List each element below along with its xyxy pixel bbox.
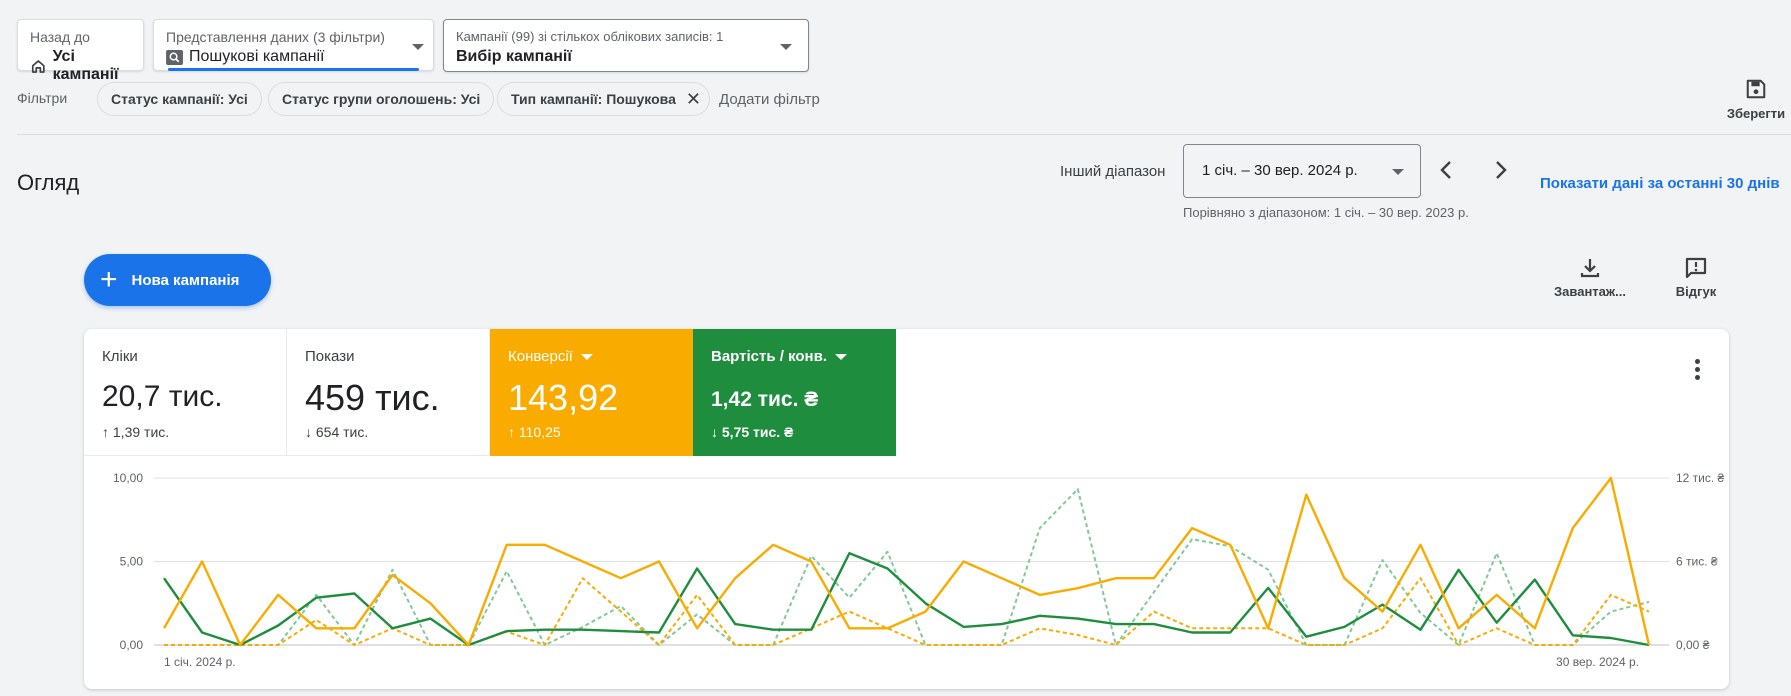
y-right-tick-label: 0,00 ₴ — [1676, 638, 1710, 652]
arrow-up-icon: ↑ — [508, 424, 515, 440]
last-30-days-link[interactable]: Показати дані за останні 30 днів — [1540, 175, 1780, 192]
feedback-button[interactable]: Відгук — [1668, 256, 1724, 299]
back-to-label: Усі кампанії — [52, 48, 119, 83]
view-selected-indicator — [168, 68, 419, 71]
x-end-label: 30 вер. 2024 р. — [1556, 655, 1639, 669]
filter-chip-adgroup-status[interactable]: Статус групи оголошень: Усі — [268, 82, 495, 116]
download-button[interactable]: Завантаж... — [1549, 256, 1631, 299]
metric-delta-value: 1,39 тис. — [112, 424, 170, 440]
metric-conversions[interactable]: Конверсії 143,92 ↑ 110,25 — [490, 329, 693, 456]
filters-label: Фільтри — [17, 90, 68, 106]
arrow-up-icon: ↑ — [102, 424, 109, 440]
series-line-0 — [162, 476, 1651, 647]
series-line-3 — [164, 488, 1650, 646]
y-right-tick-label: 12 тис. ₴ — [1676, 471, 1725, 485]
metric-value: 20,7 тис. — [102, 380, 223, 413]
arrow-down-icon: ↓ — [711, 424, 718, 440]
filter-chip-label: Тип кампанії: Пошукова — [511, 91, 676, 107]
view-caption: Представлення даних (3 фільтри) — [166, 29, 385, 45]
metric-delta-value: 654 тис. — [315, 424, 369, 440]
download-label: Завантаж... — [1554, 284, 1626, 299]
metric-delta-value: 5,75 тис. ₴ — [721, 424, 794, 440]
feedback-icon — [1685, 257, 1707, 279]
y-left-tick-label: 0,00 — [120, 638, 144, 652]
series-line-2 — [164, 577, 1650, 646]
chevron-down-icon[interactable] — [835, 353, 847, 360]
x-start-label: 1 січ. 2024 р. — [164, 655, 236, 669]
view-label: Пошукові кампанії — [189, 48, 325, 65]
chevron-right-icon[interactable] — [1488, 158, 1512, 182]
metric-value: 143,92 — [508, 377, 619, 418]
metric-delta: ↓ 654 тис. — [305, 424, 368, 440]
feedback-label: Відгук — [1675, 284, 1717, 299]
y-left-tick-label: 5,00 — [120, 555, 144, 569]
campaign-caption: Кампанії (99) зі стількох облікових запи… — [456, 29, 724, 44]
download-icon — [1580, 259, 1600, 278]
page-title: Огляд — [17, 170, 80, 195]
save-label: Зберегти — [1726, 106, 1786, 121]
metric-clicks[interactable]: Кліки 20,7 тис. ↑ 1,39 тис. — [84, 329, 287, 456]
new-campaign-button[interactable]: + Нова кампанія — [84, 254, 271, 306]
back-to-value: Усі кампанії — [30, 48, 143, 84]
new-campaign-label: Нова кампанія — [131, 271, 240, 289]
metric-label-text: Конверсії — [508, 348, 573, 365]
metric-value: 459 тис. — [305, 377, 440, 418]
home-icon — [31, 59, 45, 73]
chevron-left-icon[interactable] — [1435, 158, 1459, 182]
close-icon[interactable]: ✕ — [685, 88, 701, 109]
chevron-down-icon — [780, 44, 792, 50]
compare-range-text: Порівняно з діапазоном: 1 січ. – 30 вер.… — [1183, 205, 1469, 220]
divider — [17, 134, 1791, 135]
filter-chip-campaign-type[interactable]: Тип кампанії: Пошукова ✕ — [497, 82, 710, 116]
campaign-value: Вибір кампанії — [456, 48, 572, 65]
metric-delta: ↓ 5,75 тис. ₴ — [711, 424, 793, 440]
date-range-label: Інший діапазон — [1060, 163, 1166, 180]
date-range-value: 1 січ. – 30 вер. 2024 р. — [1202, 162, 1358, 179]
chevron-down-icon[interactable] — [580, 353, 593, 360]
metric-cost-per-conversion[interactable]: Вартість / конв. 1,42 тис. ₴ ↓ 5,75 тис.… — [693, 329, 896, 456]
date-range-select[interactable]: 1 січ. – 30 вер. 2024 р. — [1183, 144, 1421, 198]
view-value: Пошукові кампанії — [166, 48, 324, 66]
series-line-1 — [163, 551, 1650, 647]
save-icon — [1746, 79, 1766, 99]
chevron-down-icon — [1392, 169, 1404, 175]
metric-delta: ↑ 1,39 тис. — [102, 424, 169, 440]
back-to-caption: Назад до — [30, 29, 90, 45]
metric-value: 1,42 тис. ₴ — [711, 388, 819, 411]
add-filter-button[interactable]: Додати фільтр — [719, 91, 820, 108]
metric-label: Конверсії — [508, 348, 593, 365]
metric-label: Вартість / конв. — [711, 348, 847, 365]
more-options-icon[interactable] — [1693, 359, 1701, 383]
metric-label: Кліки — [102, 348, 138, 365]
performance-chart: 0,00 0,00 ₴ 5,00 6 тис. ₴ 10,00 12 тис. ₴ 1 сі… — [113, 471, 1725, 669]
metric-label-text: Вартість / конв. — [711, 348, 827, 365]
arrow-down-icon: ↓ — [305, 424, 312, 440]
filter-chip-label: Статус кампанії: Усі — [111, 91, 248, 107]
save-button[interactable]: Зберегти — [1724, 78, 1788, 121]
metric-impressions[interactable]: Покази 459 тис. ↓ 654 тис. — [287, 329, 490, 456]
performance-card: Кліки 20,7 тис. ↑ 1,39 тис. Покази 459 т… — [84, 329, 1729, 689]
chevron-down-icon — [412, 44, 424, 50]
campaign-selector[interactable]: Кампанії (99) зі стількох облікових запи… — [443, 19, 809, 72]
back-to-selector[interactable]: Назад до Усі кампанії — [17, 19, 144, 83]
plus-icon: + — [100, 263, 118, 296]
view-selector[interactable]: Представлення даних (3 фільтри) Пошукові… — [153, 19, 434, 71]
search-campaign-icon — [166, 49, 183, 65]
metric-label: Покази — [305, 348, 355, 365]
metric-delta-value: 110,25 — [518, 424, 561, 440]
metric-delta: ↑ 110,25 — [508, 424, 561, 440]
filter-chip-campaign-status[interactable]: Статус кампанії: Усі — [97, 82, 262, 116]
y-left-tick-label: 10,00 — [113, 471, 143, 485]
filter-chip-label: Статус групи оголошень: Усі — [282, 91, 481, 107]
y-right-tick-label: 6 тис. ₴ — [1676, 555, 1718, 569]
